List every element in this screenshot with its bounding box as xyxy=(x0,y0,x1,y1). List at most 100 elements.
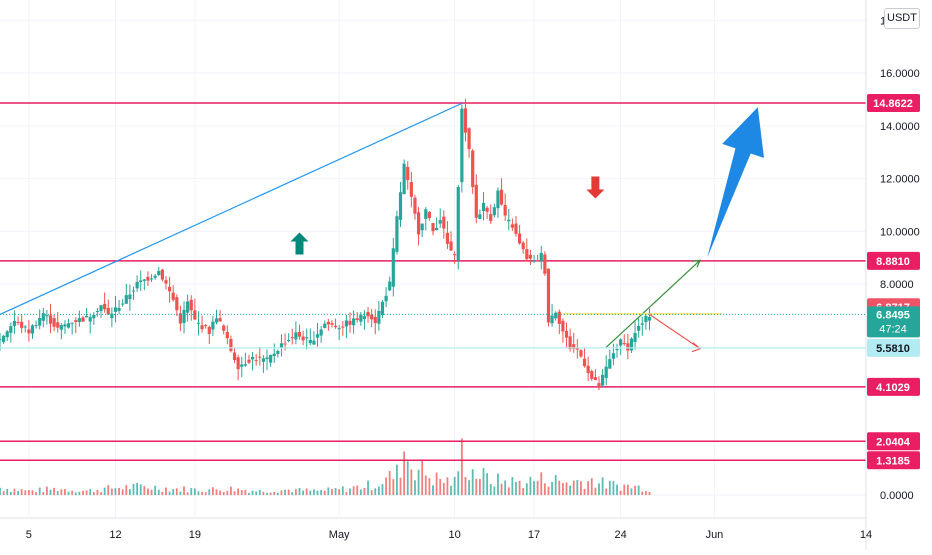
volume-bar xyxy=(576,480,579,496)
volume-bar xyxy=(623,484,626,496)
candle-body xyxy=(640,323,644,325)
candle-body xyxy=(384,295,388,302)
candle-body xyxy=(63,324,67,327)
volume-bar xyxy=(475,478,478,496)
volume-bar xyxy=(262,491,265,496)
candle-body xyxy=(615,349,619,351)
candle-body xyxy=(619,339,623,346)
down-projection-arrow xyxy=(649,313,701,350)
volume-bar xyxy=(338,489,341,496)
candle-body xyxy=(323,323,327,328)
volume-bar xyxy=(107,485,110,496)
down-projection-arrowhead xyxy=(691,342,702,353)
candle-body xyxy=(41,313,45,321)
volume-bar xyxy=(244,489,247,496)
volume-bar xyxy=(493,486,496,496)
candle-body xyxy=(352,318,356,326)
candle-body xyxy=(56,322,60,328)
candle-body xyxy=(128,294,132,300)
volume-bar xyxy=(46,486,48,496)
volume-bar xyxy=(367,480,369,496)
volume-bar xyxy=(612,481,615,496)
candle-body xyxy=(536,260,540,262)
candle-body xyxy=(622,343,626,345)
candle-body xyxy=(70,322,74,324)
candle-body xyxy=(319,329,323,336)
candle-body xyxy=(626,343,630,351)
volume-bar xyxy=(35,492,37,496)
x-tick-label: 10 xyxy=(449,529,461,541)
candle-body xyxy=(240,364,244,367)
candle-body xyxy=(460,108,464,183)
volume-bar xyxy=(56,491,59,496)
volume-bar xyxy=(327,487,330,496)
candle-body xyxy=(474,184,478,218)
volume-bar xyxy=(183,486,185,496)
up-arrow-icon xyxy=(290,232,309,255)
candle-body xyxy=(496,190,500,209)
candle-body xyxy=(121,303,125,305)
level-price-label: 8.8810 xyxy=(876,256,910,268)
volume-bar xyxy=(392,479,395,496)
candle-body xyxy=(608,359,612,369)
level-price-label-bg xyxy=(867,377,920,396)
volume-bar xyxy=(536,480,539,496)
candle-body xyxy=(85,315,89,318)
volume-bar xyxy=(482,468,485,496)
volume-bar xyxy=(165,487,167,496)
volume-bar xyxy=(417,469,420,496)
volume-bar xyxy=(381,484,384,496)
volume-bar xyxy=(522,488,525,496)
volume-bar xyxy=(569,485,572,496)
y-tick-label: 16.0000 xyxy=(880,68,920,80)
level-price-label-bg xyxy=(867,451,920,470)
volume-bar xyxy=(507,487,510,496)
volume-bar xyxy=(226,490,229,496)
candle-body xyxy=(326,321,330,325)
candle-body xyxy=(604,366,608,378)
candle-body xyxy=(103,303,107,310)
volume-bar xyxy=(598,483,600,496)
candle-body xyxy=(521,242,525,250)
candle-body xyxy=(236,357,240,370)
candle-body xyxy=(600,374,605,386)
candle-body xyxy=(214,318,219,323)
x-tick-label: 5 xyxy=(26,529,32,541)
volume-bar xyxy=(276,492,279,496)
candle-body xyxy=(77,318,81,323)
current-price-label: 6.8495 xyxy=(876,309,910,321)
candle-body xyxy=(48,315,53,324)
volume-bar xyxy=(446,477,449,496)
candle-body xyxy=(243,364,247,366)
candle-body xyxy=(341,326,345,328)
candle-body xyxy=(543,254,547,274)
candle-body xyxy=(164,280,168,284)
candle-body xyxy=(204,325,208,327)
candle-body xyxy=(416,212,421,235)
volume-bar xyxy=(558,480,561,496)
volume-bar xyxy=(551,481,553,496)
candle-body xyxy=(81,317,85,322)
volume-bar xyxy=(240,490,243,496)
candle-body xyxy=(586,365,590,374)
candle-body xyxy=(45,315,49,317)
candle-body xyxy=(9,326,13,333)
candle-body xyxy=(305,337,309,339)
currency-label[interactable]: USDT xyxy=(884,8,920,29)
volume-bar xyxy=(237,488,240,496)
candle-body xyxy=(186,301,190,313)
candle-body xyxy=(153,275,157,278)
volume-bar xyxy=(280,490,283,496)
volume-bar xyxy=(139,484,142,496)
candle-body xyxy=(532,260,536,262)
volume-bar xyxy=(644,491,647,496)
volume-bar xyxy=(464,477,467,496)
candle-body xyxy=(196,322,201,324)
volume-bar xyxy=(186,492,189,496)
volume-bar xyxy=(211,487,214,496)
volume-bar xyxy=(515,481,517,496)
candle-body xyxy=(518,233,522,244)
volume-bar xyxy=(157,489,160,496)
